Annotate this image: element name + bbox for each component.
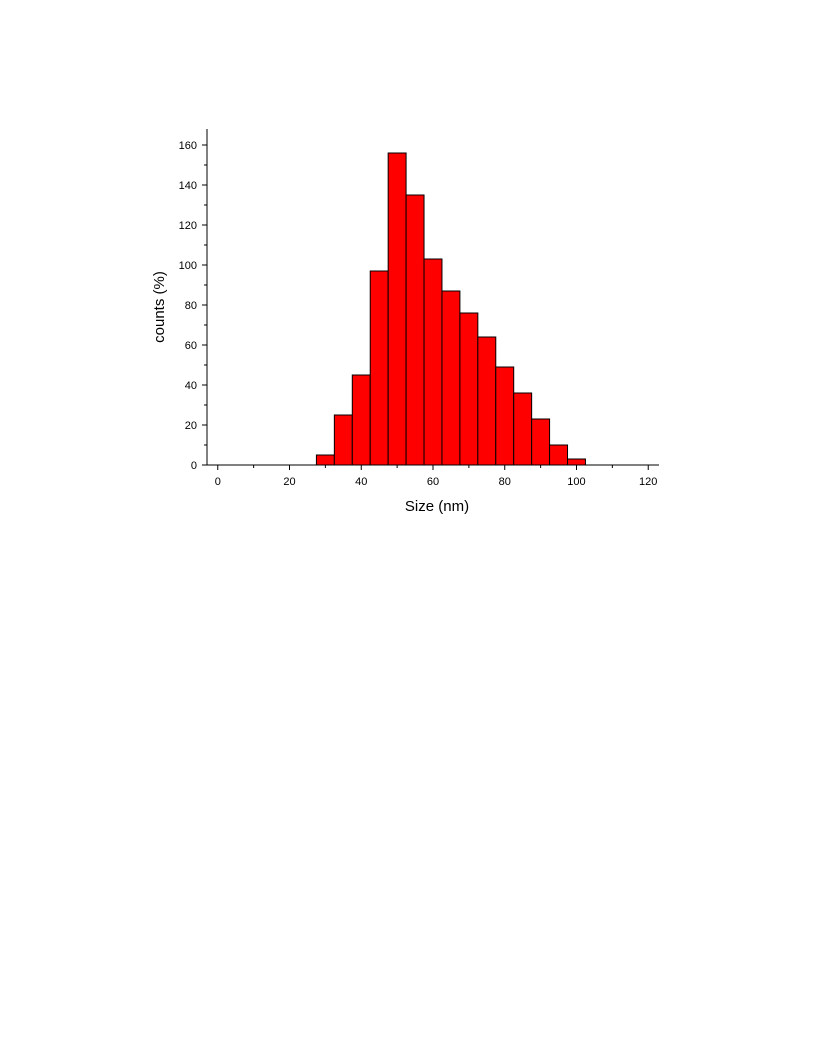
x-tick-label-80: 80 [499, 476, 511, 488]
histogram-bar-2 [351, 374, 371, 466]
y-tick-label-160: 160 [179, 140, 197, 152]
y-tick-label-0: 0 [191, 460, 197, 472]
x-tick-label-60: 60 [427, 476, 439, 488]
y-tick-label-40: 40 [185, 380, 197, 392]
histogram-bar-6 [423, 258, 443, 466]
histogram-bar-8 [459, 312, 479, 466]
y-tick-label-80: 80 [185, 300, 197, 312]
y-tick-label-120: 120 [179, 220, 197, 232]
histogram-bar-7 [441, 290, 461, 466]
histogram-bar-5 [405, 194, 425, 466]
x-tick-label-120: 120 [639, 476, 657, 488]
histogram-bar-14 [567, 458, 586, 466]
histogram-bar-11 [513, 392, 533, 466]
x-tick-label-0: 0 [215, 476, 221, 488]
y-axis-title: counts (%) [151, 271, 168, 343]
histogram-bar-12 [531, 418, 551, 466]
histogram-bar-9 [477, 336, 497, 466]
y-tick-label-20: 20 [185, 420, 197, 432]
histogram-bar-1 [333, 414, 353, 466]
x-ticks: 0 20 40 60 80 100 120 [215, 465, 657, 488]
x-tick-label-40: 40 [355, 476, 367, 488]
histogram-bar-0 [315, 454, 335, 466]
x-tick-label-20: 20 [283, 476, 295, 488]
x-tick-label-100: 100 [567, 476, 585, 488]
histogram-bar-4 [387, 152, 407, 466]
x-axis-title: Size (nm) [405, 498, 469, 515]
histogram-bar-10 [495, 366, 515, 466]
bars-layer [315, 152, 586, 466]
y-tick-label-60: 60 [185, 340, 197, 352]
y-tick-label-140: 140 [179, 180, 197, 192]
y-ticks: 0 20 40 60 80 100 120 140 160 [179, 140, 207, 472]
y-tick-label-100: 100 [179, 260, 197, 272]
histogram-bar-13 [549, 444, 569, 466]
histogram-bar-3 [369, 270, 389, 466]
